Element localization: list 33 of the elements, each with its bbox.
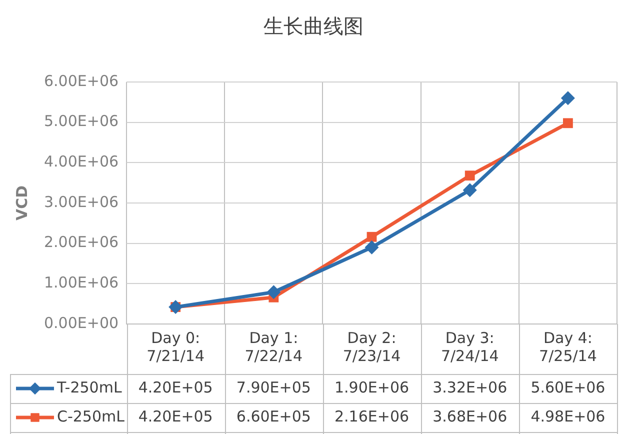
data-label: 4.98E+06 <box>530 407 606 426</box>
y-tick-label: 1.00E+06 <box>44 274 119 292</box>
data-label: 7.90E+05 <box>236 378 311 396</box>
point <box>366 232 377 242</box>
y-tick-label: 0.00E+00 <box>44 314 119 332</box>
y-tick-label: 4.00E+06 <box>44 152 119 171</box>
point <box>563 118 573 128</box>
legend-label: C-250mL <box>57 407 126 426</box>
x-tick-label: Day 4: 7/25/14 <box>539 328 597 365</box>
point <box>462 183 477 198</box>
data-label: 1.90E+06 <box>334 378 410 396</box>
legend-label: T-250mL <box>56 378 122 396</box>
point <box>266 285 281 300</box>
y-tick-label: 3.00E+06 <box>44 192 119 211</box>
x-tick-label: Day 1: 7/22/14 <box>244 328 303 365</box>
y-tick-label: 5.00E+06 <box>44 112 119 130</box>
x-tick-label: Day 3: 7/24/14 <box>440 328 499 365</box>
data-label: 6.60E+05 <box>236 407 311 426</box>
data-label: 2.16E+06 <box>334 407 410 426</box>
data-label: 5.60E+06 <box>530 378 606 396</box>
data-label: 3.68E+06 <box>432 407 508 426</box>
y-tick-label: 6.00E+06 <box>44 72 119 90</box>
data-label: 3.32E+06 <box>432 378 508 396</box>
y-tick-label: 2.00E+06 <box>44 233 119 252</box>
chart-title: 生长曲线图 <box>264 14 364 38</box>
point <box>464 170 475 181</box>
point <box>560 91 575 106</box>
y-axis-title: VCD <box>12 185 31 221</box>
x-tick-label: Day 2: 7/23/14 <box>342 328 401 365</box>
data-label: 4.20E+05 <box>138 407 213 426</box>
point <box>364 240 379 254</box>
x-tick-label: Day 0: 7/21/14 <box>146 328 204 365</box>
data-label: 4.20E+05 <box>138 378 213 396</box>
